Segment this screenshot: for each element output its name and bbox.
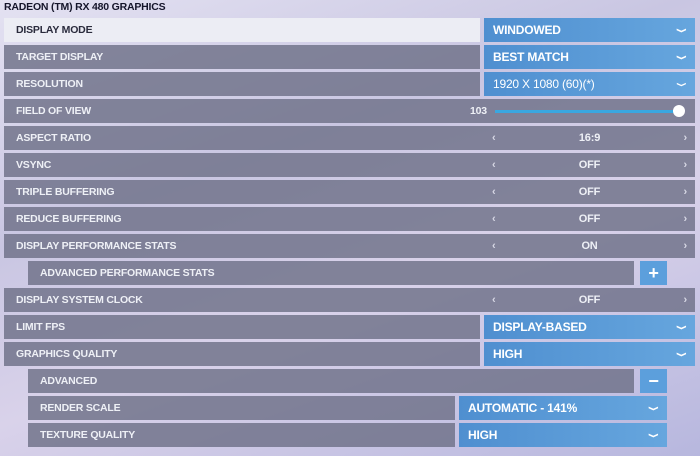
row-limit-fps: LIMIT FPS DISPLAY-BASED ❯ (4, 315, 695, 339)
chevron-down-icon: ❯ (676, 81, 687, 87)
row-vsync: VSYNC ‹ OFF › (4, 153, 695, 177)
label: RESOLUTION (4, 72, 480, 96)
value: OFF (578, 294, 601, 306)
label: TARGET DISPLAY (4, 45, 480, 69)
value: BEST MATCH (493, 50, 569, 64)
display-mode-dropdown[interactable]: WINDOWED ❯ (484, 18, 695, 42)
row-graphics-quality: GRAPHICS QUALITY HIGH ❯ (4, 342, 695, 366)
value: HIGH (493, 347, 523, 361)
row-advanced-performance-stats: ADVANCED PERFORMANCE STATS + (28, 261, 667, 285)
expand-plus-button[interactable]: + (640, 261, 667, 285)
chevron-down-icon: ❯ (676, 324, 687, 330)
label: REDUCE BUFFERING (4, 207, 695, 231)
chevron-left-icon[interactable]: ‹ (492, 159, 496, 171)
label: ADVANCED (28, 369, 634, 393)
chevron-right-icon[interactable]: › (683, 213, 688, 225)
label: GRAPHICS QUALITY (4, 342, 480, 366)
collapse-minus-button[interactable]: − (640, 369, 667, 393)
chevron-down-icon: ❯ (676, 351, 687, 357)
label: TRIPLE BUFFERING (4, 180, 695, 204)
label: DISPLAY SYSTEM CLOCK (4, 288, 695, 312)
gpu-title: RADEON (TM) RX 480 GRAPHICS (4, 1, 166, 13)
chevron-right-icon[interactable]: › (683, 186, 688, 198)
fov-value: 103 (470, 105, 487, 117)
row-aspect-ratio: ASPECT RATIO ‹ 16:9 › (4, 126, 695, 150)
fov-slider-knob[interactable] (673, 105, 685, 117)
value: 16:9 (578, 132, 601, 144)
value: AUTOMATIC - 141% (468, 401, 578, 415)
label: ADVANCED PERFORMANCE STATS (28, 261, 634, 285)
chevron-down-icon: ❯ (648, 432, 659, 438)
row-display-performance-stats: DISPLAY PERFORMANCE STATS ‹ ON › (4, 234, 695, 258)
row-resolution: RESOLUTION 1920 X 1080 (60)(*) ❯ (4, 72, 695, 96)
chevron-left-icon[interactable]: ‹ (492, 186, 496, 198)
row-display-system-clock: DISPLAY SYSTEM CLOCK ‹ OFF › (4, 288, 695, 312)
chevron-right-icon[interactable]: › (683, 132, 688, 144)
target-display-dropdown[interactable]: BEST MATCH ❯ (484, 45, 695, 69)
chevron-down-icon: ❯ (676, 27, 687, 33)
label: VSYNC (4, 153, 695, 177)
graphics-quality-dropdown[interactable]: HIGH ❯ (484, 342, 695, 366)
limit-fps-dropdown[interactable]: DISPLAY-BASED ❯ (484, 315, 695, 339)
value: 1920 X 1080 (60)(*) (493, 77, 595, 91)
value: OFF (578, 159, 601, 171)
value: DISPLAY-BASED (493, 320, 587, 334)
value: ON (581, 240, 598, 252)
chevron-down-icon: ❯ (676, 54, 687, 60)
label: TEXTURE QUALITY (28, 423, 455, 447)
row-advanced: ADVANCED − (28, 369, 667, 393)
row-reduce-buffering: REDUCE BUFFERING ‹ OFF › (4, 207, 695, 231)
label: LIMIT FPS (4, 315, 480, 339)
row-target-display: TARGET DISPLAY BEST MATCH ❯ (4, 45, 695, 69)
row-render-scale: RENDER SCALE AUTOMATIC - 141% ❯ (28, 396, 667, 420)
label: ASPECT RATIO (4, 126, 695, 150)
render-scale-dropdown[interactable]: AUTOMATIC - 141% ❯ (459, 396, 667, 420)
chevron-left-icon[interactable]: ‹ (492, 132, 496, 144)
chevron-right-icon[interactable]: › (683, 240, 688, 252)
resolution-dropdown[interactable]: 1920 X 1080 (60)(*) ❯ (484, 72, 695, 96)
chevron-left-icon[interactable]: ‹ (492, 240, 496, 252)
row-texture-quality: TEXTURE QUALITY HIGH ❯ (28, 423, 667, 447)
value: WINDOWED (493, 23, 561, 37)
row-display-mode[interactable]: DISPLAY MODE WINDOWED ❯ (4, 18, 695, 42)
label: RENDER SCALE (28, 396, 455, 420)
row-triple-buffering: TRIPLE BUFFERING ‹ OFF › (4, 180, 695, 204)
value: HIGH (468, 428, 498, 442)
label: DISPLAY PERFORMANCE STATS (4, 234, 695, 258)
chevron-left-icon[interactable]: ‹ (492, 294, 496, 306)
chevron-down-icon: ❯ (648, 405, 659, 411)
chevron-right-icon[interactable]: › (683, 159, 688, 171)
label: DISPLAY MODE (4, 18, 480, 42)
value: OFF (578, 186, 601, 198)
chevron-left-icon[interactable]: ‹ (492, 213, 496, 225)
texture-quality-dropdown[interactable]: HIGH ❯ (459, 423, 667, 447)
value: OFF (578, 213, 601, 225)
chevron-right-icon[interactable]: › (683, 294, 688, 306)
fov-slider[interactable] (495, 110, 679, 113)
